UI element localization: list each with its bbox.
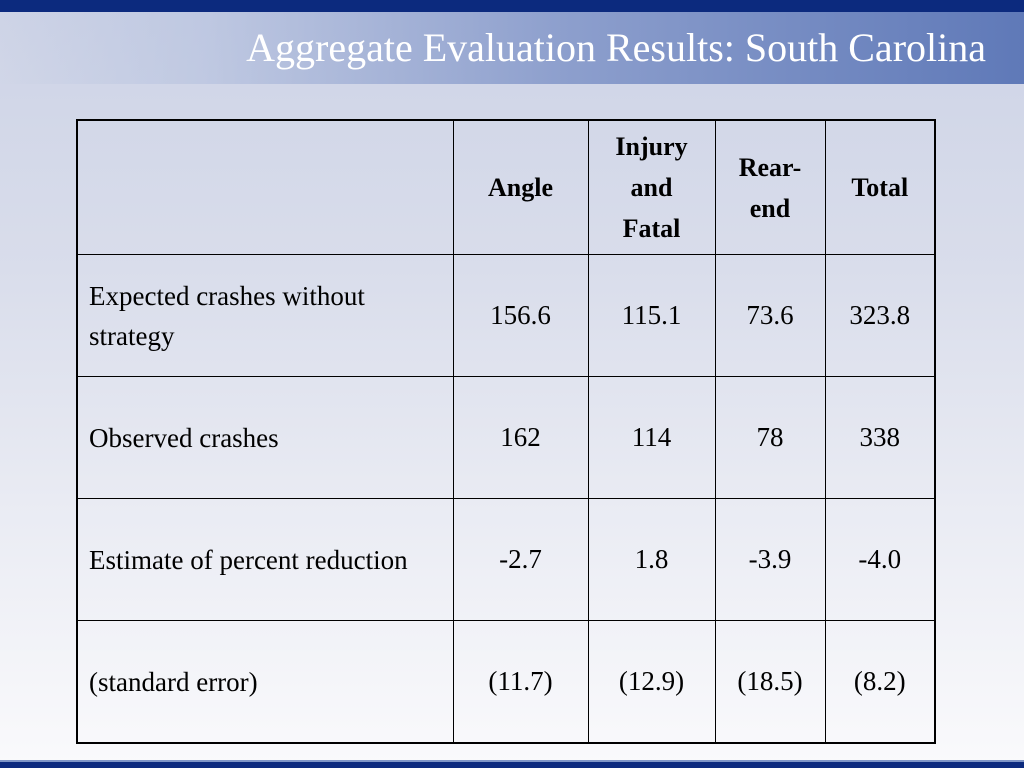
header-injury-and-fatal-label: Injury and Fatal — [615, 132, 688, 243]
cell-observed-angle: 162 — [452, 376, 589, 499]
cell-reduction-angle: -2.7 — [452, 498, 589, 621]
header-blank — [76, 119, 454, 255]
slide-title: Aggregate Evaluation Results: South Caro… — [246, 25, 986, 70]
table-row: Expected crashes without strategy 156.6 … — [76, 254, 936, 377]
cell-reduction-injury-fatal: 1.8 — [587, 498, 716, 621]
header-total: Total — [824, 119, 936, 255]
cell-se-injury-fatal: (12.9) — [587, 620, 716, 744]
row-label-standard-error: (standard error) — [76, 620, 454, 744]
cell-reduction-rear-end: -3.9 — [714, 498, 826, 621]
cell-observed-total: 338 — [824, 376, 936, 499]
header-rear-end-label: Rear-end — [738, 152, 802, 223]
bottom-accent-line — [0, 760, 1024, 762]
table-row: (standard error) (11.7) (12.9) (18.5) (8… — [76, 620, 936, 744]
cell-expected-injury-fatal: 115.1 — [587, 254, 716, 377]
row-label-observed-crashes: Observed crashes — [76, 376, 454, 499]
header-rear-end: Rear-end — [714, 119, 826, 255]
table-header-row: Angle Injury and Fatal Rear-end Total — [76, 119, 936, 255]
table-row: Observed crashes 162 114 78 338 — [76, 376, 936, 499]
header-angle: Angle — [452, 119, 589, 255]
header-injury-and-fatal: Injury and Fatal — [587, 119, 716, 255]
row-label-percent-reduction: Estimate of percent reduction — [76, 498, 454, 621]
cell-reduction-total: -4.0 — [824, 498, 936, 621]
cell-observed-rear-end: 78 — [714, 376, 826, 499]
title-band — [0, 12, 1024, 84]
cell-expected-rear-end: 73.6 — [714, 254, 826, 377]
cell-se-total: (8.2) — [824, 620, 936, 744]
table-row: Estimate of percent reduction -2.7 1.8 -… — [76, 498, 936, 621]
cell-se-rear-end: (18.5) — [714, 620, 826, 744]
cell-expected-total: 323.8 — [824, 254, 936, 377]
top-accent-stripe — [0, 0, 1024, 12]
cell-observed-injury-fatal: 114 — [587, 376, 716, 499]
cell-se-angle: (11.7) — [452, 620, 589, 744]
cell-expected-angle: 156.6 — [452, 254, 589, 377]
results-table: Angle Injury and Fatal Rear-end Total Ex… — [76, 119, 936, 744]
bottom-accent-stripe — [0, 762, 1024, 768]
row-label-expected-crashes: Expected crashes without strategy — [76, 254, 454, 377]
